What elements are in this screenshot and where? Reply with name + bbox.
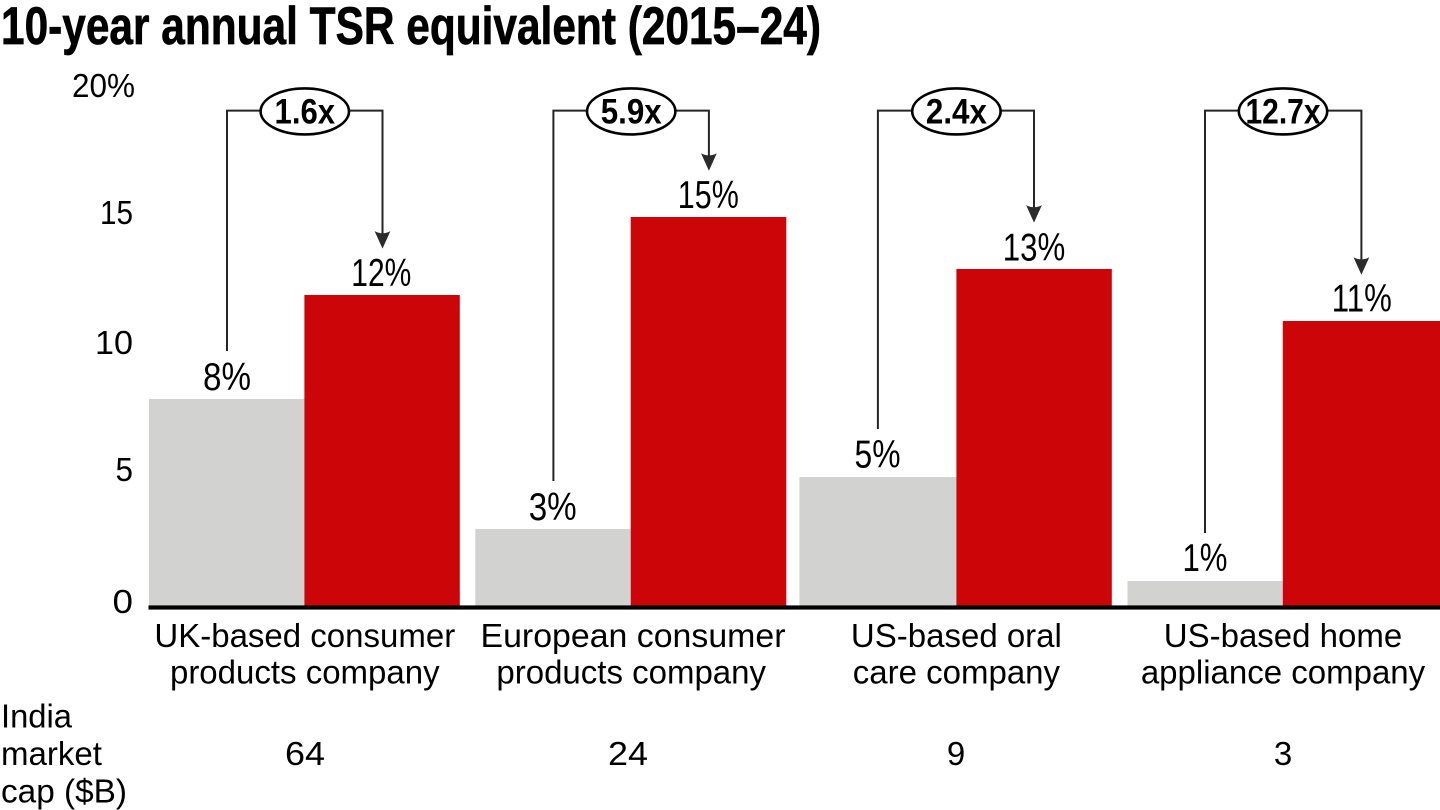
svg-text:products company: products company <box>170 654 440 691</box>
svg-text:care company: care company <box>853 654 1061 691</box>
svg-text:UK-based consumer: UK-based consumer <box>154 617 455 654</box>
svg-text:20%: 20% <box>72 67 135 104</box>
svg-text:10-year annual TSR equivalent: 10-year annual TSR equivalent (2015–24) <box>1 0 821 56</box>
svg-text:US-based home: US-based home <box>1164 617 1402 654</box>
svg-text:64: 64 <box>285 735 325 772</box>
svg-text:13%: 13% <box>1003 227 1066 270</box>
svg-text:9: 9 <box>947 735 965 772</box>
svg-text:3: 3 <box>1274 735 1292 772</box>
svg-text:1.6x: 1.6x <box>275 92 336 132</box>
svg-text:8%: 8% <box>203 356 251 399</box>
svg-text:0: 0 <box>113 583 134 620</box>
svg-text:India: India <box>1 698 73 735</box>
svg-text:1%: 1% <box>1183 537 1228 580</box>
svg-text:12%: 12% <box>351 252 411 295</box>
svg-text:appliance company: appliance company <box>1141 654 1426 691</box>
svg-text:5: 5 <box>116 451 134 488</box>
svg-text:products company: products company <box>496 654 766 691</box>
svg-text:market: market <box>1 735 102 772</box>
svg-text:15%: 15% <box>678 174 739 217</box>
svg-text:15: 15 <box>100 194 133 231</box>
svg-text:10: 10 <box>95 324 133 361</box>
svg-text:24: 24 <box>608 735 648 772</box>
svg-text:US-based oral: US-based oral <box>851 617 1062 654</box>
svg-text:5%: 5% <box>855 434 901 477</box>
svg-text:cap ($B): cap ($B) <box>1 773 127 810</box>
svg-text:3%: 3% <box>529 486 577 529</box>
svg-text:5.9x: 5.9x <box>601 92 662 132</box>
svg-text:11%: 11% <box>1332 278 1392 321</box>
svg-text:12.7x: 12.7x <box>1246 92 1321 132</box>
svg-text:2.4x: 2.4x <box>926 92 987 132</box>
svg-text:European consumer: European consumer <box>481 617 786 654</box>
